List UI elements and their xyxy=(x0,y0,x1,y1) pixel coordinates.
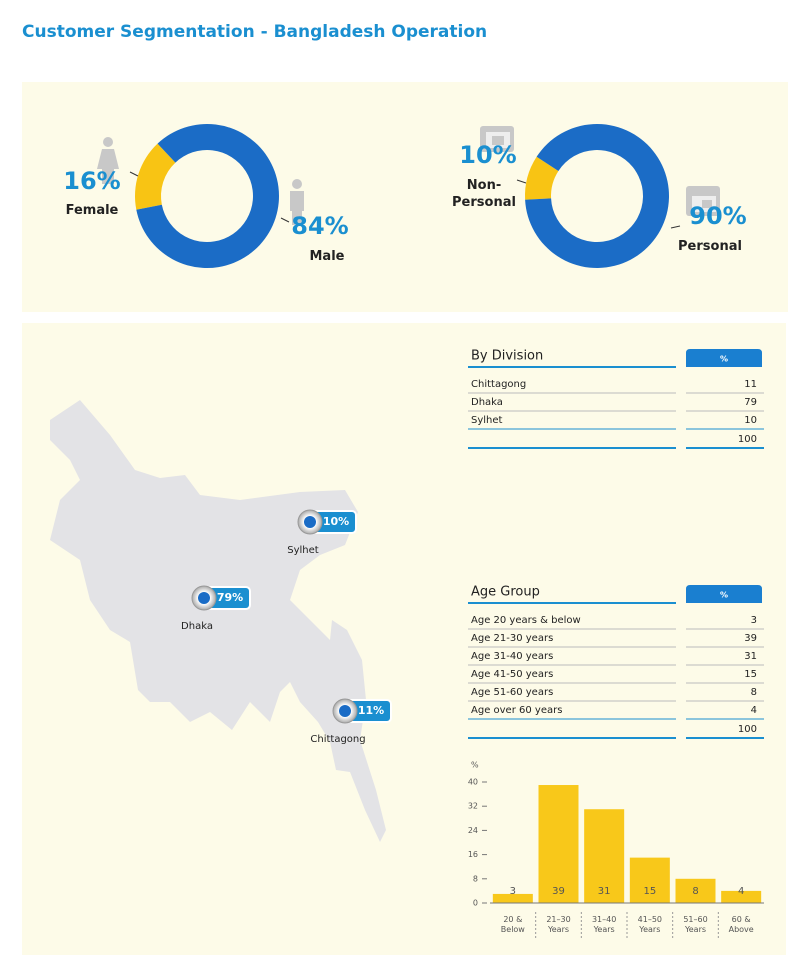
bar xyxy=(584,809,625,903)
value-label: 8 xyxy=(692,886,698,897)
value-label: 15 xyxy=(643,886,656,897)
row-label: Age 51-60 years xyxy=(471,687,553,698)
x-tick-label: 31–40 Years xyxy=(591,915,617,934)
pin-dot xyxy=(304,516,316,528)
column-header: % xyxy=(720,591,728,600)
total-value: 100 xyxy=(738,434,757,445)
category-label: Non-Personal xyxy=(452,178,516,210)
donut-slice xyxy=(135,143,176,210)
pin-name: Chittagong xyxy=(310,734,365,745)
column-header: % xyxy=(720,355,728,364)
row-label: Age 21-30 years xyxy=(471,633,553,644)
column-tab xyxy=(686,585,762,603)
table-title: By Division xyxy=(471,349,543,364)
value-label: 16% xyxy=(63,167,121,195)
value-label: 84% xyxy=(291,212,349,240)
map xyxy=(50,400,386,842)
value-label: 90% xyxy=(689,202,747,230)
pin-name: Sylhet xyxy=(287,545,319,556)
row-label: Age over 60 years xyxy=(471,705,562,716)
value-label: 3 xyxy=(510,886,516,897)
donut-slice xyxy=(525,124,669,268)
pin-dot xyxy=(198,592,210,604)
row-value: 31 xyxy=(744,651,757,662)
leader-lines xyxy=(129,171,681,229)
value-label: 39 xyxy=(552,886,565,897)
pin-value: 79% xyxy=(217,591,243,604)
x-tick-label: 60 & Above xyxy=(728,915,754,934)
pin-dot xyxy=(339,705,351,717)
bar xyxy=(538,785,579,903)
y-tick-label: 24 xyxy=(468,826,478,835)
row-value: 8 xyxy=(751,687,757,698)
table-title: Age Group xyxy=(471,585,540,600)
bar xyxy=(675,878,716,903)
x-tick-label: 51–60 Years xyxy=(683,915,708,934)
row-value: 39 xyxy=(744,633,757,644)
row-value: 11 xyxy=(744,379,757,390)
y-tick-label: 8 xyxy=(473,874,478,883)
x-tick-label: 41–50 Years xyxy=(637,915,662,934)
y-axis-label: % xyxy=(471,761,479,770)
folder-icon xyxy=(686,186,720,216)
row-value: 15 xyxy=(744,669,757,680)
y-tick-label: 16 xyxy=(468,850,478,859)
row-value: 10 xyxy=(744,415,757,426)
row-value: 3 xyxy=(751,615,757,626)
y-tick-label: 32 xyxy=(468,802,478,811)
row-label: Chittagong xyxy=(471,379,526,390)
page-title: Customer Segmentation - Bangladesh Opera… xyxy=(22,22,488,42)
value-label: 31 xyxy=(598,886,611,897)
x-tick-label: 20 & Below xyxy=(500,915,525,934)
bar xyxy=(629,857,670,903)
male-icon xyxy=(290,179,304,225)
donut-slice xyxy=(525,156,559,200)
donut-slice xyxy=(136,124,279,268)
row-value: 79 xyxy=(744,397,757,408)
row-label: Age 20 years & below xyxy=(471,615,581,626)
bar xyxy=(721,890,762,903)
row-label: Dhaka xyxy=(471,397,503,408)
value-label: 4 xyxy=(738,886,744,897)
y-tick-label: 0 xyxy=(473,899,478,908)
row-label: Age 41-50 years xyxy=(471,669,553,680)
value-label: 10% xyxy=(459,141,517,169)
category-label: Female xyxy=(65,203,119,218)
x-tick-label: 21–30 Years xyxy=(546,915,571,934)
row-label: Sylhet xyxy=(471,415,503,426)
female-icon xyxy=(97,137,119,184)
row-value: 4 xyxy=(751,705,757,716)
pin-name: Dhaka xyxy=(181,621,213,632)
category-label: Male xyxy=(309,249,345,264)
column-tab xyxy=(686,349,762,367)
pin-value: 11% xyxy=(358,704,384,717)
pin-value: 10% xyxy=(323,515,349,528)
bar xyxy=(492,893,533,903)
folder-icon xyxy=(480,126,514,152)
y-tick-label: 40 xyxy=(468,778,478,787)
category-label: Personal xyxy=(678,239,742,254)
total-value: 100 xyxy=(738,724,757,735)
row-label: Age 31-40 years xyxy=(471,651,553,662)
